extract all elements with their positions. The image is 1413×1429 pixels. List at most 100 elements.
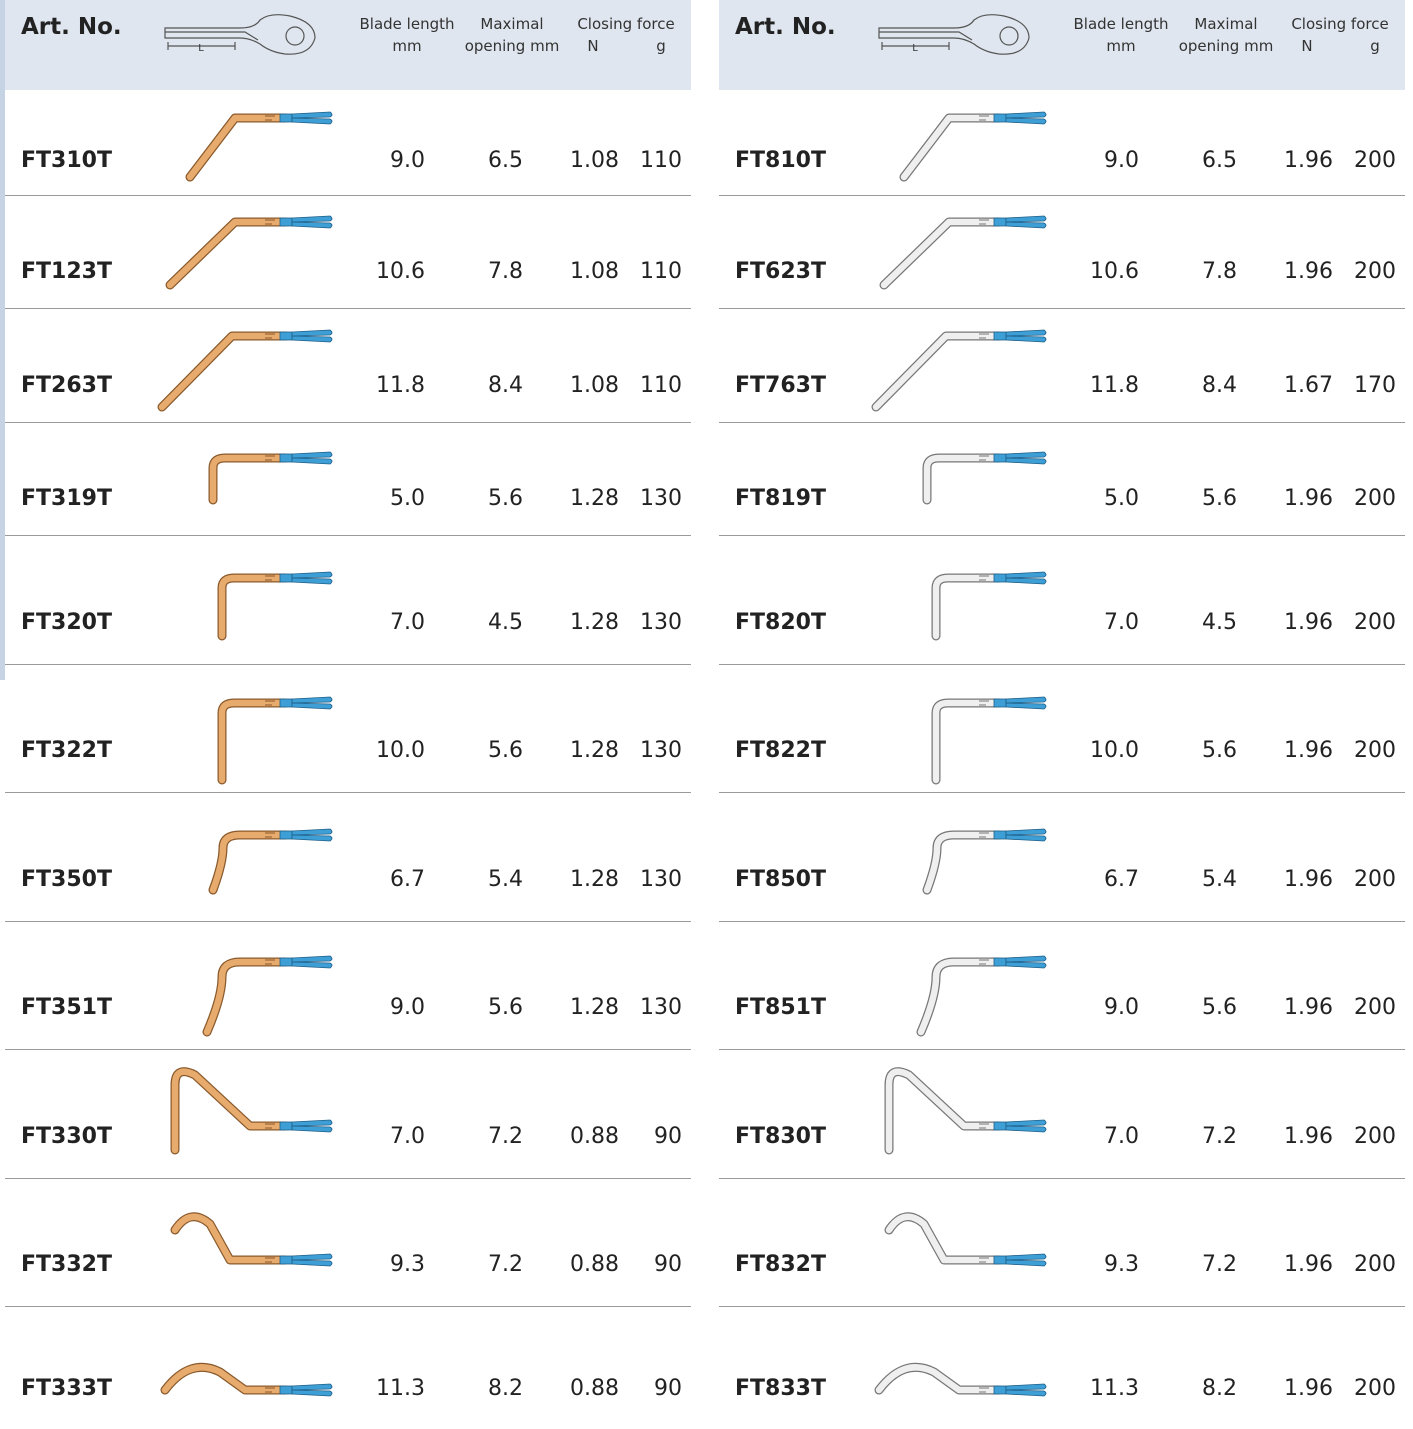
header-blade-length-unit: mm [392, 37, 422, 55]
pliers-icon: L [878, 14, 1030, 55]
table: Art. No. L Blade length mm Maximal opening mm… [719, 0, 1405, 1429]
opening: 8.4 [488, 373, 523, 398]
blade-icon [217, 571, 333, 641]
force-g: 130 [640, 867, 682, 892]
header-unit-g: g [656, 37, 666, 55]
header-opening: Maximal [1194, 15, 1258, 33]
opening: 4.5 [488, 610, 523, 635]
force-g: 90 [654, 1124, 682, 1149]
force-g: 200 [1354, 867, 1396, 892]
blade-icon [884, 1067, 1047, 1155]
force-g: 200 [1354, 1252, 1396, 1277]
table-row: FT822T 10.0 5.6 1.96 200 [719, 665, 1405, 793]
table-row: FT319T 5.0 5.6 1.28 130 [5, 423, 691, 536]
blade-icon [208, 828, 333, 895]
table-row: FT810T 9.0 6.5 1.96 200 [719, 90, 1405, 196]
opening: 6.5 [488, 148, 523, 173]
force-n: 1.96 [1284, 610, 1333, 635]
blade-length: 7.0 [1104, 610, 1139, 635]
table: Art. No. L Blade length mm Maximal opening mm… [5, 0, 691, 1429]
opening: 7.2 [488, 1124, 523, 1149]
blade-icon [884, 1212, 1047, 1267]
header-opening-unit: opening mm [1178, 37, 1274, 55]
opening: 7.8 [1202, 259, 1237, 284]
header-art-no: Art. No. [735, 14, 836, 40]
force-g: 200 [1354, 610, 1396, 635]
blade-length: 9.0 [1104, 995, 1139, 1020]
opening: 5.4 [1202, 867, 1237, 892]
force-n: 0.88 [570, 1124, 619, 1149]
blade-length: 7.0 [390, 1124, 425, 1149]
opening: 8.2 [1202, 1376, 1237, 1401]
force-n: 1.08 [570, 148, 619, 173]
blade-icon [157, 329, 333, 412]
opening: 5.6 [488, 738, 523, 763]
table-row: FT333T 11.3 8.2 0.88 90 [5, 1307, 691, 1428]
blade-icon [185, 111, 333, 182]
table-row: FT819T 5.0 5.6 1.96 200 [719, 423, 1405, 536]
dimension-label: L [198, 43, 204, 54]
table-header: Art. No. L Blade length mm Maximal opening mm… [5, 0, 691, 90]
force-n: 1.96 [1284, 259, 1333, 284]
blade-length: 6.7 [390, 867, 425, 892]
opening: 5.4 [488, 867, 523, 892]
force-n: 1.96 [1284, 486, 1333, 511]
blade-icon [874, 1362, 1047, 1397]
pliers-icon: L [164, 14, 316, 55]
art-number: FT850T [735, 867, 826, 892]
force-g: 200 [1354, 995, 1396, 1020]
force-n: 0.88 [570, 1376, 619, 1401]
opening: 5.6 [488, 995, 523, 1020]
force-n: 1.08 [570, 373, 619, 398]
table-row: FT263T 11.8 8.4 1.08 110 [5, 309, 691, 423]
header-opening: Maximal [480, 15, 544, 33]
force-g: 90 [654, 1376, 682, 1401]
blade-icon [899, 111, 1047, 182]
opening: 6.5 [1202, 148, 1237, 173]
blade-length: 7.0 [1104, 1124, 1139, 1149]
table-row: FT820T 7.0 4.5 1.96 200 [719, 536, 1405, 665]
art-number: FT320T [21, 610, 112, 635]
blade-icon [217, 696, 333, 785]
force-g: 110 [640, 148, 682, 173]
opening: 8.4 [1202, 373, 1237, 398]
blade-length: 11.8 [1090, 373, 1139, 398]
table-row: FT332T 9.3 7.2 0.88 90 [5, 1179, 691, 1307]
force-n: 1.28 [570, 995, 619, 1020]
force-g: 110 [640, 259, 682, 284]
header-art-no: Art. No. [21, 14, 122, 40]
blade-icon [871, 329, 1047, 412]
opening: 5.6 [1202, 486, 1237, 511]
art-number: FT319T [21, 486, 112, 511]
force-g: 170 [1354, 373, 1396, 398]
force-g: 130 [640, 610, 682, 635]
art-number: FT810T [735, 148, 826, 173]
art-number: FT333T [21, 1376, 112, 1401]
table-row: FT310T 9.0 6.5 1.08 110 [5, 90, 691, 196]
opening: 5.6 [1202, 995, 1237, 1020]
header-unit-n: N [1301, 37, 1313, 55]
blade-length: 5.0 [1104, 486, 1139, 511]
force-g: 200 [1354, 486, 1396, 511]
blade-icon [922, 451, 1047, 505]
force-g: 90 [654, 1252, 682, 1277]
art-number: FT763T [735, 373, 826, 398]
art-number: FT263T [21, 373, 112, 398]
force-n: 1.96 [1284, 1376, 1333, 1401]
force-g: 130 [640, 995, 682, 1020]
blade-length: 10.0 [376, 738, 425, 763]
art-number: FT322T [21, 738, 112, 763]
force-g: 200 [1354, 1124, 1396, 1149]
blade-icon [170, 1067, 333, 1155]
opening: 7.2 [1202, 1124, 1237, 1149]
art-number: FT332T [21, 1252, 112, 1277]
header-blade-length-unit: mm [1106, 37, 1136, 55]
force-n: 1.96 [1284, 148, 1333, 173]
blade-icon [170, 1212, 333, 1267]
art-number: FT830T [735, 1124, 826, 1149]
blade-length: 6.7 [1104, 867, 1139, 892]
table-row: FT322T 10.0 5.6 1.28 130 [5, 665, 691, 793]
blade-length: 9.0 [390, 148, 425, 173]
blade-length: 9.3 [1104, 1252, 1139, 1277]
art-number: FT350T [21, 867, 112, 892]
